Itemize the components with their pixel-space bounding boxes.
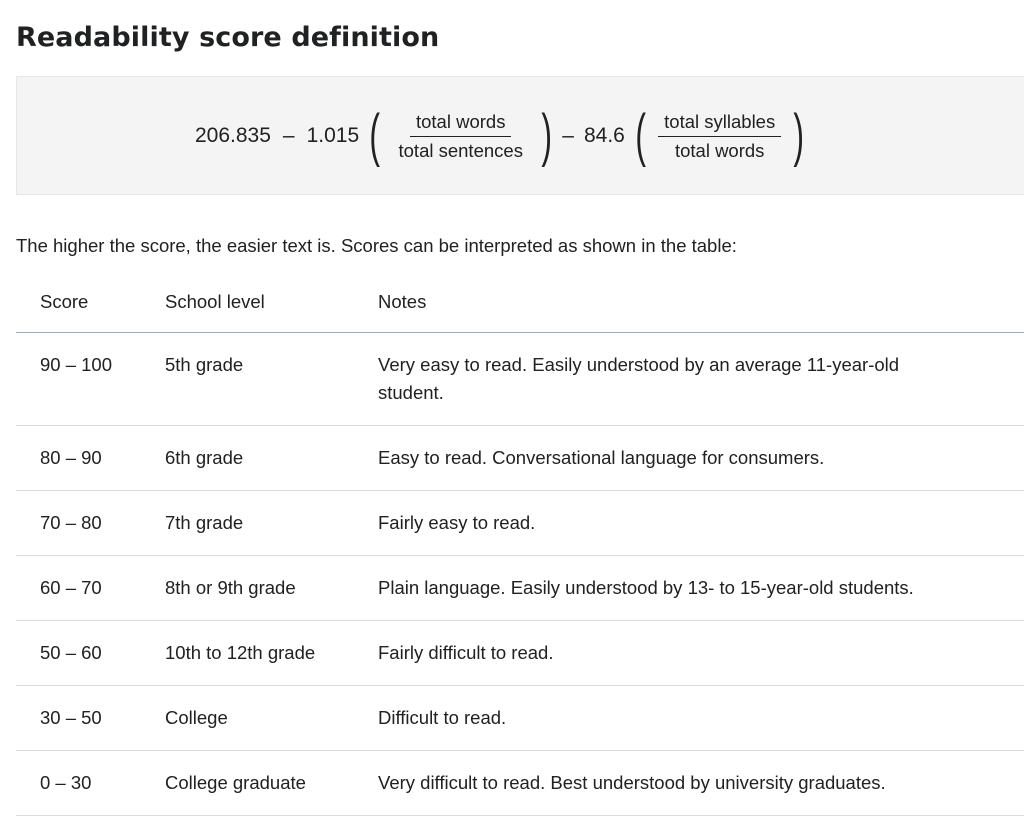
open-paren-1: ( (369, 103, 381, 168)
fraction-denominator: total sentences (398, 139, 523, 161)
table-row: 30 – 50 College Difficult to read. (16, 685, 1024, 751)
school-level-cell: 10th to 12th grade (141, 620, 354, 686)
school-level-cell: 5th grade (141, 332, 354, 426)
formula-minus-operator: – (282, 124, 295, 147)
formula-constant: 206.835 (195, 124, 271, 147)
fraction-denominator: total words (674, 139, 765, 161)
score-cell: 30 – 50 (16, 685, 141, 751)
table-row: 60 – 70 8th or 9th grade Plain language.… (16, 555, 1024, 621)
notes-cell: Difficult to read. (354, 685, 1024, 751)
fraction-numerator: total syllables (658, 111, 782, 137)
table-header-row: Score School level Notes (16, 272, 1024, 333)
fraction-words-per-sentence: total words total sentences (393, 111, 529, 162)
formula-coefficient-2: 84.6 (583, 124, 625, 147)
notes-cell: Fairly easy to read. (354, 490, 1024, 556)
score-cell: 60 – 70 (16, 555, 141, 621)
school-level-cell: 6th grade (141, 425, 354, 491)
column-header-school-level: School level (141, 272, 354, 333)
score-cell: 80 – 90 (16, 425, 141, 491)
readability-formula: 206.835 – 1.015 ( total words total sent… (195, 101, 811, 171)
notes-cell: Very difficult to read. Best understood … (354, 750, 1024, 816)
school-level-cell: College graduate (141, 750, 354, 816)
school-level-cell: College (141, 685, 354, 751)
fraction-syllables-per-word: total syllables total words (658, 111, 782, 162)
close-paren-1: ) (541, 103, 552, 168)
readability-table: Score School level Notes 90 – 100 5th gr… (16, 272, 1024, 816)
formula-box: 206.835 – 1.015 ( total words total sent… (16, 76, 1024, 195)
column-header-score: Score (16, 272, 141, 333)
section-heading: Readability score definition (16, 22, 440, 53)
notes-cell: Very easy to read. Easily understood by … (354, 332, 1024, 426)
table-row: 80 – 90 6th grade Easy to read. Conversa… (16, 425, 1024, 491)
table-row: 50 – 60 10th to 12th grade Fairly diffic… (16, 620, 1024, 686)
table-row: 90 – 100 5th grade Very easy to read. Ea… (16, 332, 1024, 426)
notes-cell: Fairly difficult to read. (354, 620, 1024, 686)
formula-minus-operator-2: – (562, 124, 574, 147)
table-row: 70 – 80 7th grade Fairly easy to read. (16, 490, 1024, 556)
column-header-notes: Notes (354, 272, 1024, 333)
notes-cell: Easy to read. Conversational language fo… (354, 425, 1024, 491)
score-cell: 50 – 60 (16, 620, 141, 686)
fraction-numerator: total words (409, 111, 512, 137)
score-cell: 0 – 30 (16, 750, 141, 816)
school-level-cell: 8th or 9th grade (141, 555, 354, 621)
score-cell: 70 – 80 (16, 490, 141, 556)
close-paren-2: ) (793, 103, 805, 168)
table-row: 0 – 30 College graduate Very difficult t… (16, 750, 1024, 816)
score-cell: 90 – 100 (16, 332, 141, 426)
school-level-cell: 7th grade (141, 490, 354, 556)
formula-coefficient-1: 1.015 (306, 124, 360, 147)
open-paren-2: ( (635, 103, 646, 168)
intro-paragraph: The higher the score, the easier text is… (16, 235, 737, 256)
notes-cell: Plain language. Easily understood by 13-… (354, 555, 1024, 621)
